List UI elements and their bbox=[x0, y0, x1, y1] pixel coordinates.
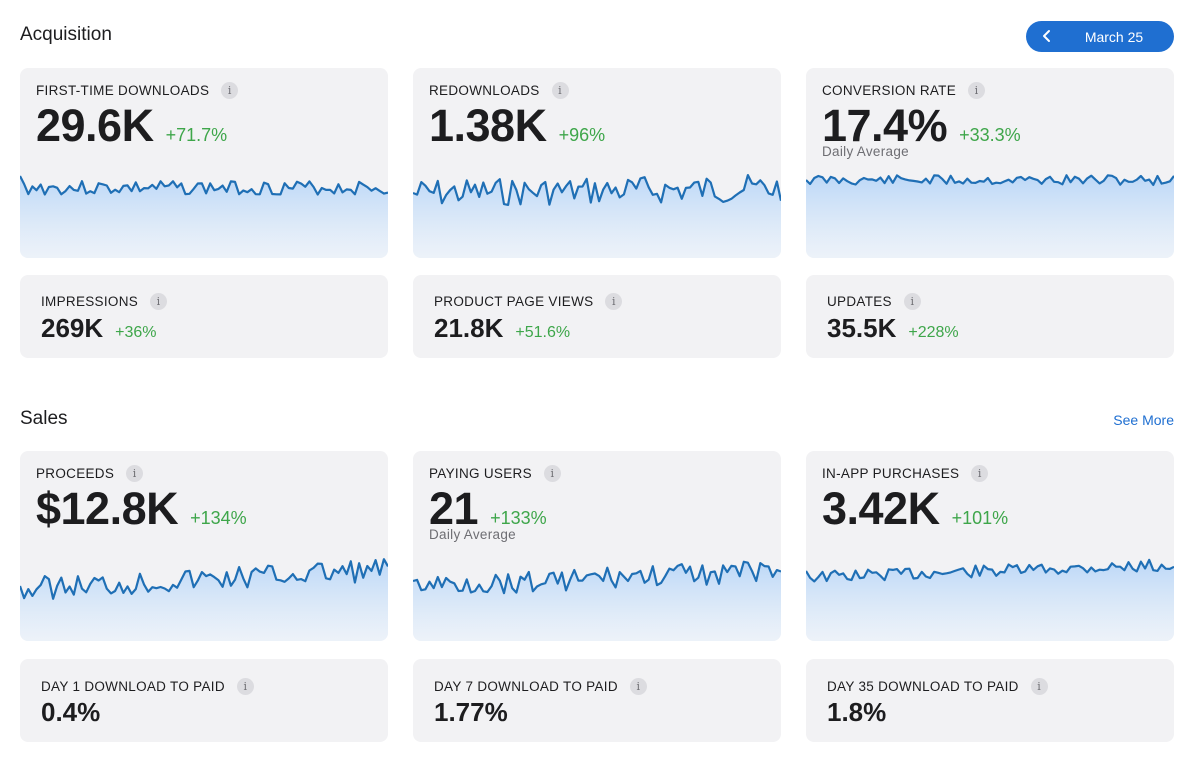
metric-title: REDOWNLOADS i bbox=[429, 82, 569, 99]
metric-value: 21 bbox=[429, 483, 479, 534]
metric-value: 0.4% bbox=[41, 697, 101, 727]
metric-value: 3.42K bbox=[822, 483, 940, 534]
info-icon[interactable]: i bbox=[1030, 678, 1048, 695]
info-icon[interactable]: i bbox=[150, 293, 168, 310]
sparkline-line bbox=[413, 560, 781, 595]
sparkline-line bbox=[806, 558, 1174, 583]
sparkline-area bbox=[806, 559, 1174, 641]
metric-value: 1.77% bbox=[434, 697, 508, 727]
day35-download-to-paid-card[interactable]: DAY 35 DOWNLOAD TO PAID i 1.8% bbox=[806, 659, 1174, 742]
metric-value: 269K bbox=[41, 313, 104, 343]
sparkline-line bbox=[20, 558, 388, 600]
sparkline-chart bbox=[20, 558, 388, 641]
chevron-left-icon bbox=[1043, 30, 1050, 42]
info-icon[interactable]: i bbox=[126, 465, 144, 482]
metric-delta: +101% bbox=[951, 508, 1009, 528]
metric-delta: +36% bbox=[115, 324, 157, 341]
sparkline-chart bbox=[413, 560, 781, 641]
metric-value: 1.38K bbox=[429, 100, 547, 151]
metric-value: 29.6K bbox=[36, 100, 154, 151]
sparkline-area bbox=[413, 561, 781, 641]
metric-delta: +33.3% bbox=[959, 125, 1021, 145]
conversion-rate-card[interactable]: CONVERSION RATE i 17.4% +33.3% Daily Avera… bbox=[806, 68, 1174, 258]
date-label: March 25 bbox=[1084, 29, 1144, 45]
sparkline-line bbox=[806, 174, 1174, 186]
metric-title: PRODUCT PAGE VIEWS i bbox=[434, 293, 623, 310]
sparkline-area bbox=[806, 175, 1174, 258]
sparkline-chart bbox=[20, 175, 388, 258]
info-icon[interactable]: i bbox=[971, 465, 989, 482]
day7-download-to-paid-card[interactable]: DAY 7 DOWNLOAD TO PAID i 1.77% bbox=[413, 659, 781, 742]
metric-title: DAY 1 DOWNLOAD TO PAID i bbox=[41, 678, 254, 695]
info-icon[interactable]: i bbox=[543, 465, 561, 482]
metric-delta: +134% bbox=[190, 508, 247, 528]
metric-value: 17.4% bbox=[822, 100, 948, 151]
metric-title: FIRST-TIME DOWNLOADS i bbox=[36, 82, 239, 99]
metric-delta: +228% bbox=[908, 324, 959, 341]
metric-value: 1.8% bbox=[827, 697, 887, 727]
metric-title: DAY 35 DOWNLOAD TO PAID i bbox=[827, 678, 1048, 695]
info-icon[interactable]: i bbox=[968, 82, 986, 99]
sparkline-area bbox=[20, 176, 388, 258]
date-selector-button[interactable]: March 25 bbox=[1026, 21, 1174, 52]
sparkline-line bbox=[20, 175, 388, 196]
sparkline-area bbox=[413, 175, 781, 258]
metric-delta: +96% bbox=[558, 125, 606, 145]
proceeds-card[interactable]: PROCEEDS i $12.8K +134% bbox=[20, 451, 388, 641]
product-page-views-card[interactable]: PRODUCT PAGE VIEWS i 21.8K +51.6% bbox=[413, 275, 781, 358]
info-icon[interactable]: i bbox=[605, 293, 623, 310]
sparkline-chart bbox=[413, 174, 781, 258]
metric-value: 21.8K bbox=[434, 313, 504, 343]
metric-title: PROCEEDS i bbox=[36, 465, 144, 482]
info-icon[interactable]: i bbox=[551, 82, 569, 99]
redownloads-card[interactable]: REDOWNLOADS i 1.38K +96% bbox=[413, 68, 781, 258]
info-icon[interactable]: i bbox=[236, 678, 254, 695]
metric-delta: +51.6% bbox=[515, 324, 571, 341]
metric-title: PAYING USERS i bbox=[429, 465, 561, 482]
sparkline-chart bbox=[806, 558, 1174, 641]
sales-title: Sales bbox=[20, 408, 68, 429]
metric-title: CONVERSION RATE i bbox=[822, 82, 986, 99]
metric-value: 35.5K bbox=[827, 313, 897, 343]
updates-card[interactable]: UPDATES i 35.5K +228% bbox=[806, 275, 1174, 358]
metric-value: $12.8K bbox=[36, 483, 179, 534]
sparkline-line bbox=[413, 174, 781, 206]
paying-users-card[interactable]: PAYING USERS i 21 +133% Daily Average bbox=[413, 451, 781, 641]
see-more-link[interactable]: See More bbox=[1113, 412, 1174, 428]
acquisition-title: Acquisition bbox=[20, 24, 112, 45]
impressions-card[interactable]: IMPRESSIONS i 269K +36% bbox=[20, 275, 388, 358]
metric-title: UPDATES i bbox=[827, 293, 921, 310]
metric-title: IMPRESSIONS i bbox=[41, 293, 168, 310]
metric-delta: +71.7% bbox=[165, 125, 228, 145]
metric-subtitle: Daily Average bbox=[822, 144, 909, 159]
info-icon[interactable]: i bbox=[903, 293, 921, 310]
info-icon[interactable]: i bbox=[629, 678, 647, 695]
day1-download-to-paid-card[interactable]: DAY 1 DOWNLOAD TO PAID i 0.4% bbox=[20, 659, 388, 742]
sparkline-chart bbox=[806, 174, 1174, 258]
metric-title: IN-APP PURCHASES i bbox=[822, 465, 989, 482]
info-icon[interactable]: i bbox=[221, 82, 239, 99]
metric-title: DAY 7 DOWNLOAD TO PAID i bbox=[434, 678, 647, 695]
first-time-downloads-card[interactable]: FIRST-TIME DOWNLOADS i 29.6K +71.7% bbox=[20, 68, 388, 258]
metric-delta: +133% bbox=[490, 508, 547, 528]
in-app-purchases-card[interactable]: IN-APP PURCHASES i 3.42K +101% bbox=[806, 451, 1174, 641]
metric-subtitle: Daily Average bbox=[429, 527, 516, 542]
